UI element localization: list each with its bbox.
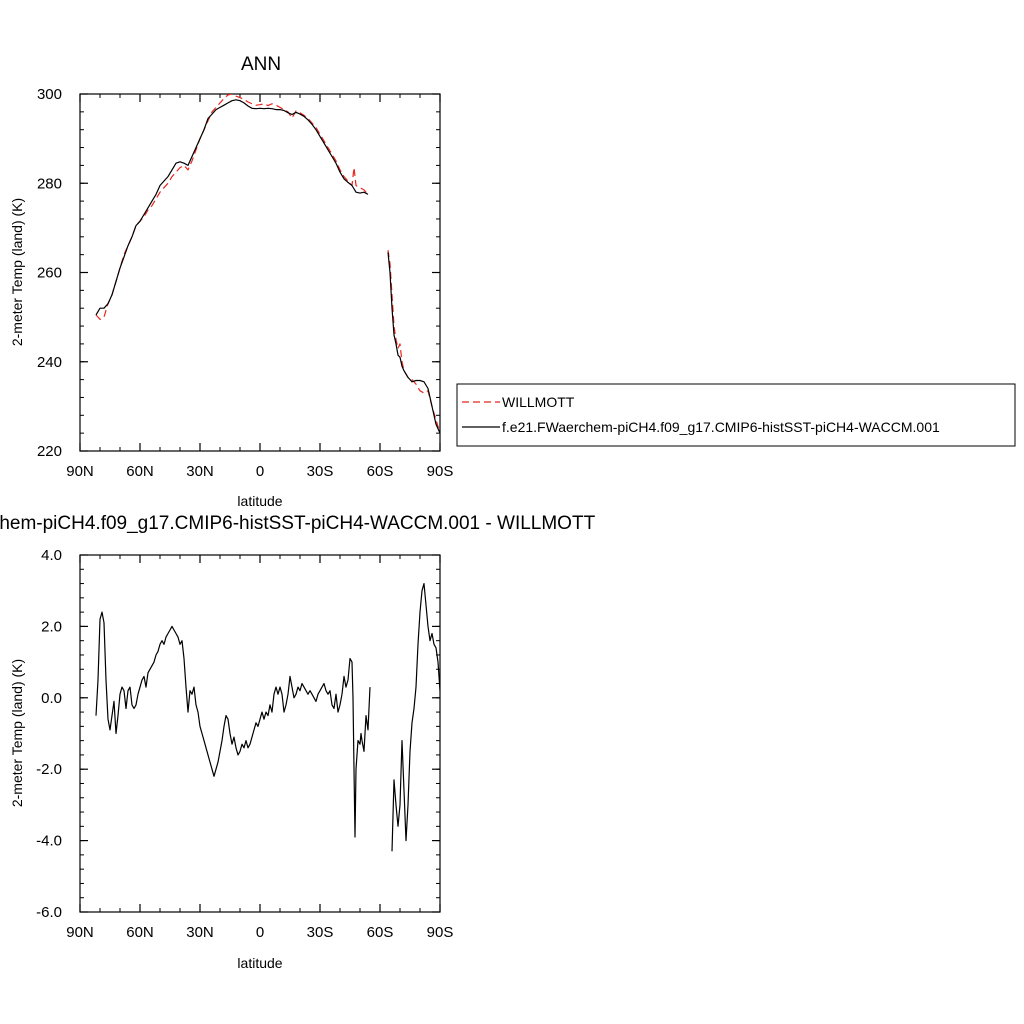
bottom-panel-plot-area: 90N 60N 30N 0 30S 60S 90S -6.0 -4.0 -2.0 0.0 2.0 4.0	[36, 547, 453, 941]
x-tick-label: 0	[256, 924, 264, 941]
y-tick-label: 240	[37, 354, 62, 371]
top-panel-title: ANN	[241, 54, 281, 75]
series-line-0	[391, 583, 440, 852]
x-tick-label: 60N	[126, 924, 154, 941]
plot-frame	[79, 93, 441, 452]
bottom-panel: f.e21.FWaerchem-piCH4.f09_g17.CMIP6-hist…	[0, 513, 596, 971]
x-tick-label: 60N	[126, 463, 154, 480]
x-tick-label: 30S	[307, 924, 334, 941]
top-panel-y-axis-label: 2-meter Temp (land) (K)	[9, 198, 25, 346]
y-tick-label: 4.0	[41, 547, 62, 564]
legend: WILLMOTT f.e21.FWaerchem-piCH4.f09_g17.C…	[456, 383, 1016, 447]
top-panel-plot-area: 90N 60N 30N 0 30S 60S 90S 220 240 260 280 300	[37, 86, 453, 480]
y-tick-label: 280	[37, 175, 62, 192]
x-tick-label: 0	[256, 463, 264, 480]
bottom-panel-y-axis-label: 2-meter Temp (land) (K)	[9, 659, 25, 807]
series-line-1	[95, 99, 369, 316]
y-tick-label: 0.0	[41, 690, 62, 707]
series-line-0	[95, 611, 371, 838]
plot-frame	[79, 554, 441, 913]
legend-label-model: f.e21.FWaerchem-piCH4.f09_g17.CMIP6-hist…	[502, 419, 940, 435]
bottom-panel-title: f.e21.FWaerchem-piCH4.f09_g17.CMIP6-hist…	[0, 513, 596, 534]
top-panel-x-axis-label: latitude	[237, 493, 282, 509]
x-tick-label: 60S	[367, 463, 394, 480]
legend-label-willmott: WILLMOTT	[502, 394, 575, 410]
series-line-1	[387, 252, 440, 434]
top-panel: ANN 2-meter Temp (land) (K) latitude 90N…	[9, 54, 1016, 509]
x-tick-label: 90N	[66, 924, 94, 941]
x-tick-label: 90S	[427, 463, 454, 480]
x-tick-label: 90N	[66, 463, 94, 480]
y-tick-label: -2.0	[36, 761, 62, 778]
x-tick-label: 30N	[186, 924, 214, 941]
x-tick-label: 30N	[186, 463, 214, 480]
y-tick-label: -4.0	[36, 833, 62, 850]
x-tick-label: 60S	[367, 924, 394, 941]
series-line-0	[95, 94, 369, 320]
y-tick-label: 220	[37, 443, 62, 460]
y-tick-label: 2.0	[41, 618, 62, 635]
y-tick-label: -6.0	[36, 904, 62, 921]
x-tick-label: 30S	[307, 463, 334, 480]
y-tick-label: 300	[37, 86, 62, 103]
bottom-panel-x-axis-label: latitude	[237, 955, 282, 971]
x-tick-label: 90S	[427, 924, 454, 941]
y-tick-label: 260	[37, 265, 62, 282]
legend-box	[456, 383, 1016, 447]
